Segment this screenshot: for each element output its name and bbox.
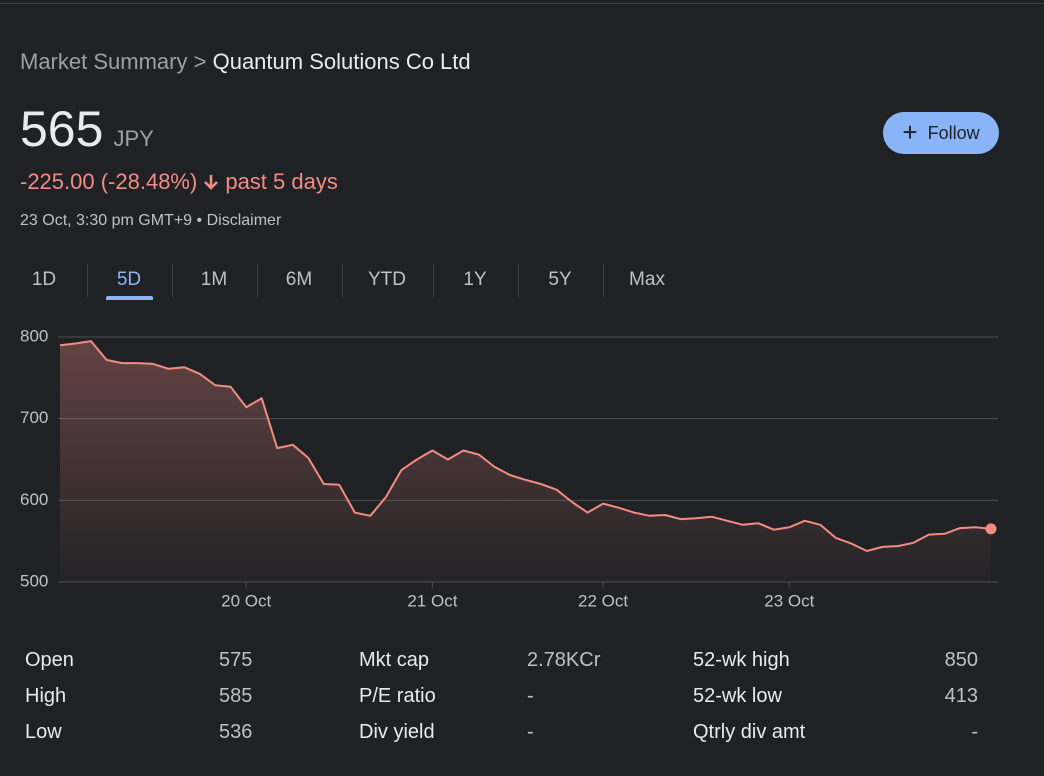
x-tick-label: 23 Oct [764, 591, 814, 610]
stat-label: Div yield [359, 721, 435, 743]
follow-label: Follow [927, 122, 980, 143]
stat-label: Qtrly div amt [693, 721, 806, 743]
stat-value: 575 [219, 649, 253, 671]
y-tick-label: 800 [20, 326, 48, 345]
stat-label: Mkt cap [359, 649, 430, 671]
stat-value: 413 [944, 685, 978, 707]
stat-label: Open [25, 649, 74, 671]
x-tick-label: 21 Oct [407, 591, 457, 610]
change-line: -225.00 (-28.48%) past 5 days [20, 169, 338, 195]
price: 565 [20, 101, 104, 157]
tab-separator [518, 264, 519, 297]
range-tabs: 1D 5D 1M 6M YTD 1Y 5Y Max [0, 262, 700, 302]
bullet: • [196, 212, 203, 229]
stat-label: 52-wk low [693, 685, 782, 707]
range-tab[interactable]: 5D [87, 262, 171, 300]
chart: 500 600 700 800 20 Oct 21 Oct 22 Oct 23 Oct [20, 326, 998, 610]
range-tab[interactable]: 1D [31, 269, 57, 290]
range-tab[interactable]: 1Y [463, 269, 487, 290]
tab-separator [342, 264, 343, 297]
stat-label: Low [25, 721, 62, 743]
range-tab[interactable]: 5Y [548, 269, 572, 290]
follow-button[interactable]: + Follow [883, 112, 999, 154]
price-change: -225.00 (-28.48%) [20, 169, 198, 194]
y-tick-label: 700 [20, 408, 48, 427]
range-tab[interactable]: 1M [200, 269, 228, 290]
stat-label: High [25, 685, 67, 707]
price-line [59, 340, 992, 552]
breadcrumb-separator: > [193, 49, 207, 74]
down-arrow-icon [204, 175, 219, 190]
breadcrumb-link[interactable]: Market Summary [20, 49, 188, 74]
y-tick-label: 600 [20, 490, 48, 509]
price-block: 565 JPY [20, 100, 154, 158]
timestamp-line: 23 Oct, 3:30 pm GMT+9 • Disclaimer [20, 212, 281, 230]
tab-separator [433, 264, 434, 297]
tab-separator [603, 264, 604, 297]
stat-value: - [527, 685, 534, 707]
stat-value: 536 [219, 721, 253, 743]
tab-separator [172, 264, 173, 297]
timestamp: 23 Oct, 3:30 pm GMT+9 [20, 212, 193, 229]
x-tick-label: 22 Oct [578, 591, 628, 610]
range-tab[interactable]: Max [629, 269, 665, 290]
stat-value: - [527, 721, 534, 743]
breadcrumb: Market Summary > Quantum Solutions Co Lt… [20, 49, 471, 75]
stat-value: 850 [944, 649, 978, 671]
y-tick-label: 500 [20, 571, 48, 590]
stat-value: 585 [219, 685, 253, 707]
stat-label: 52-wk high [693, 649, 790, 671]
range-tab[interactable]: 6M [285, 269, 313, 290]
range-tab[interactable]: YTD [368, 269, 406, 290]
currency: JPY [113, 126, 154, 151]
follow-icon: + [902, 117, 918, 147]
tab-separator [257, 264, 258, 297]
x-tick-label: 20 Oct [221, 591, 271, 610]
area-fill [60, 341, 991, 582]
divider [0, 3, 1044, 4]
stat-value: 2.78KCr [527, 649, 601, 671]
disclaimer-link[interactable]: Disclaimer [206, 212, 282, 229]
company-name: Quantum Solutions Co Ltd [212, 49, 471, 74]
last-point [985, 523, 997, 535]
stat-label: P/E ratio [359, 685, 436, 707]
tab-separator [87, 264, 88, 297]
stat-value: - [971, 721, 978, 743]
change-period: past 5 days [225, 169, 338, 194]
